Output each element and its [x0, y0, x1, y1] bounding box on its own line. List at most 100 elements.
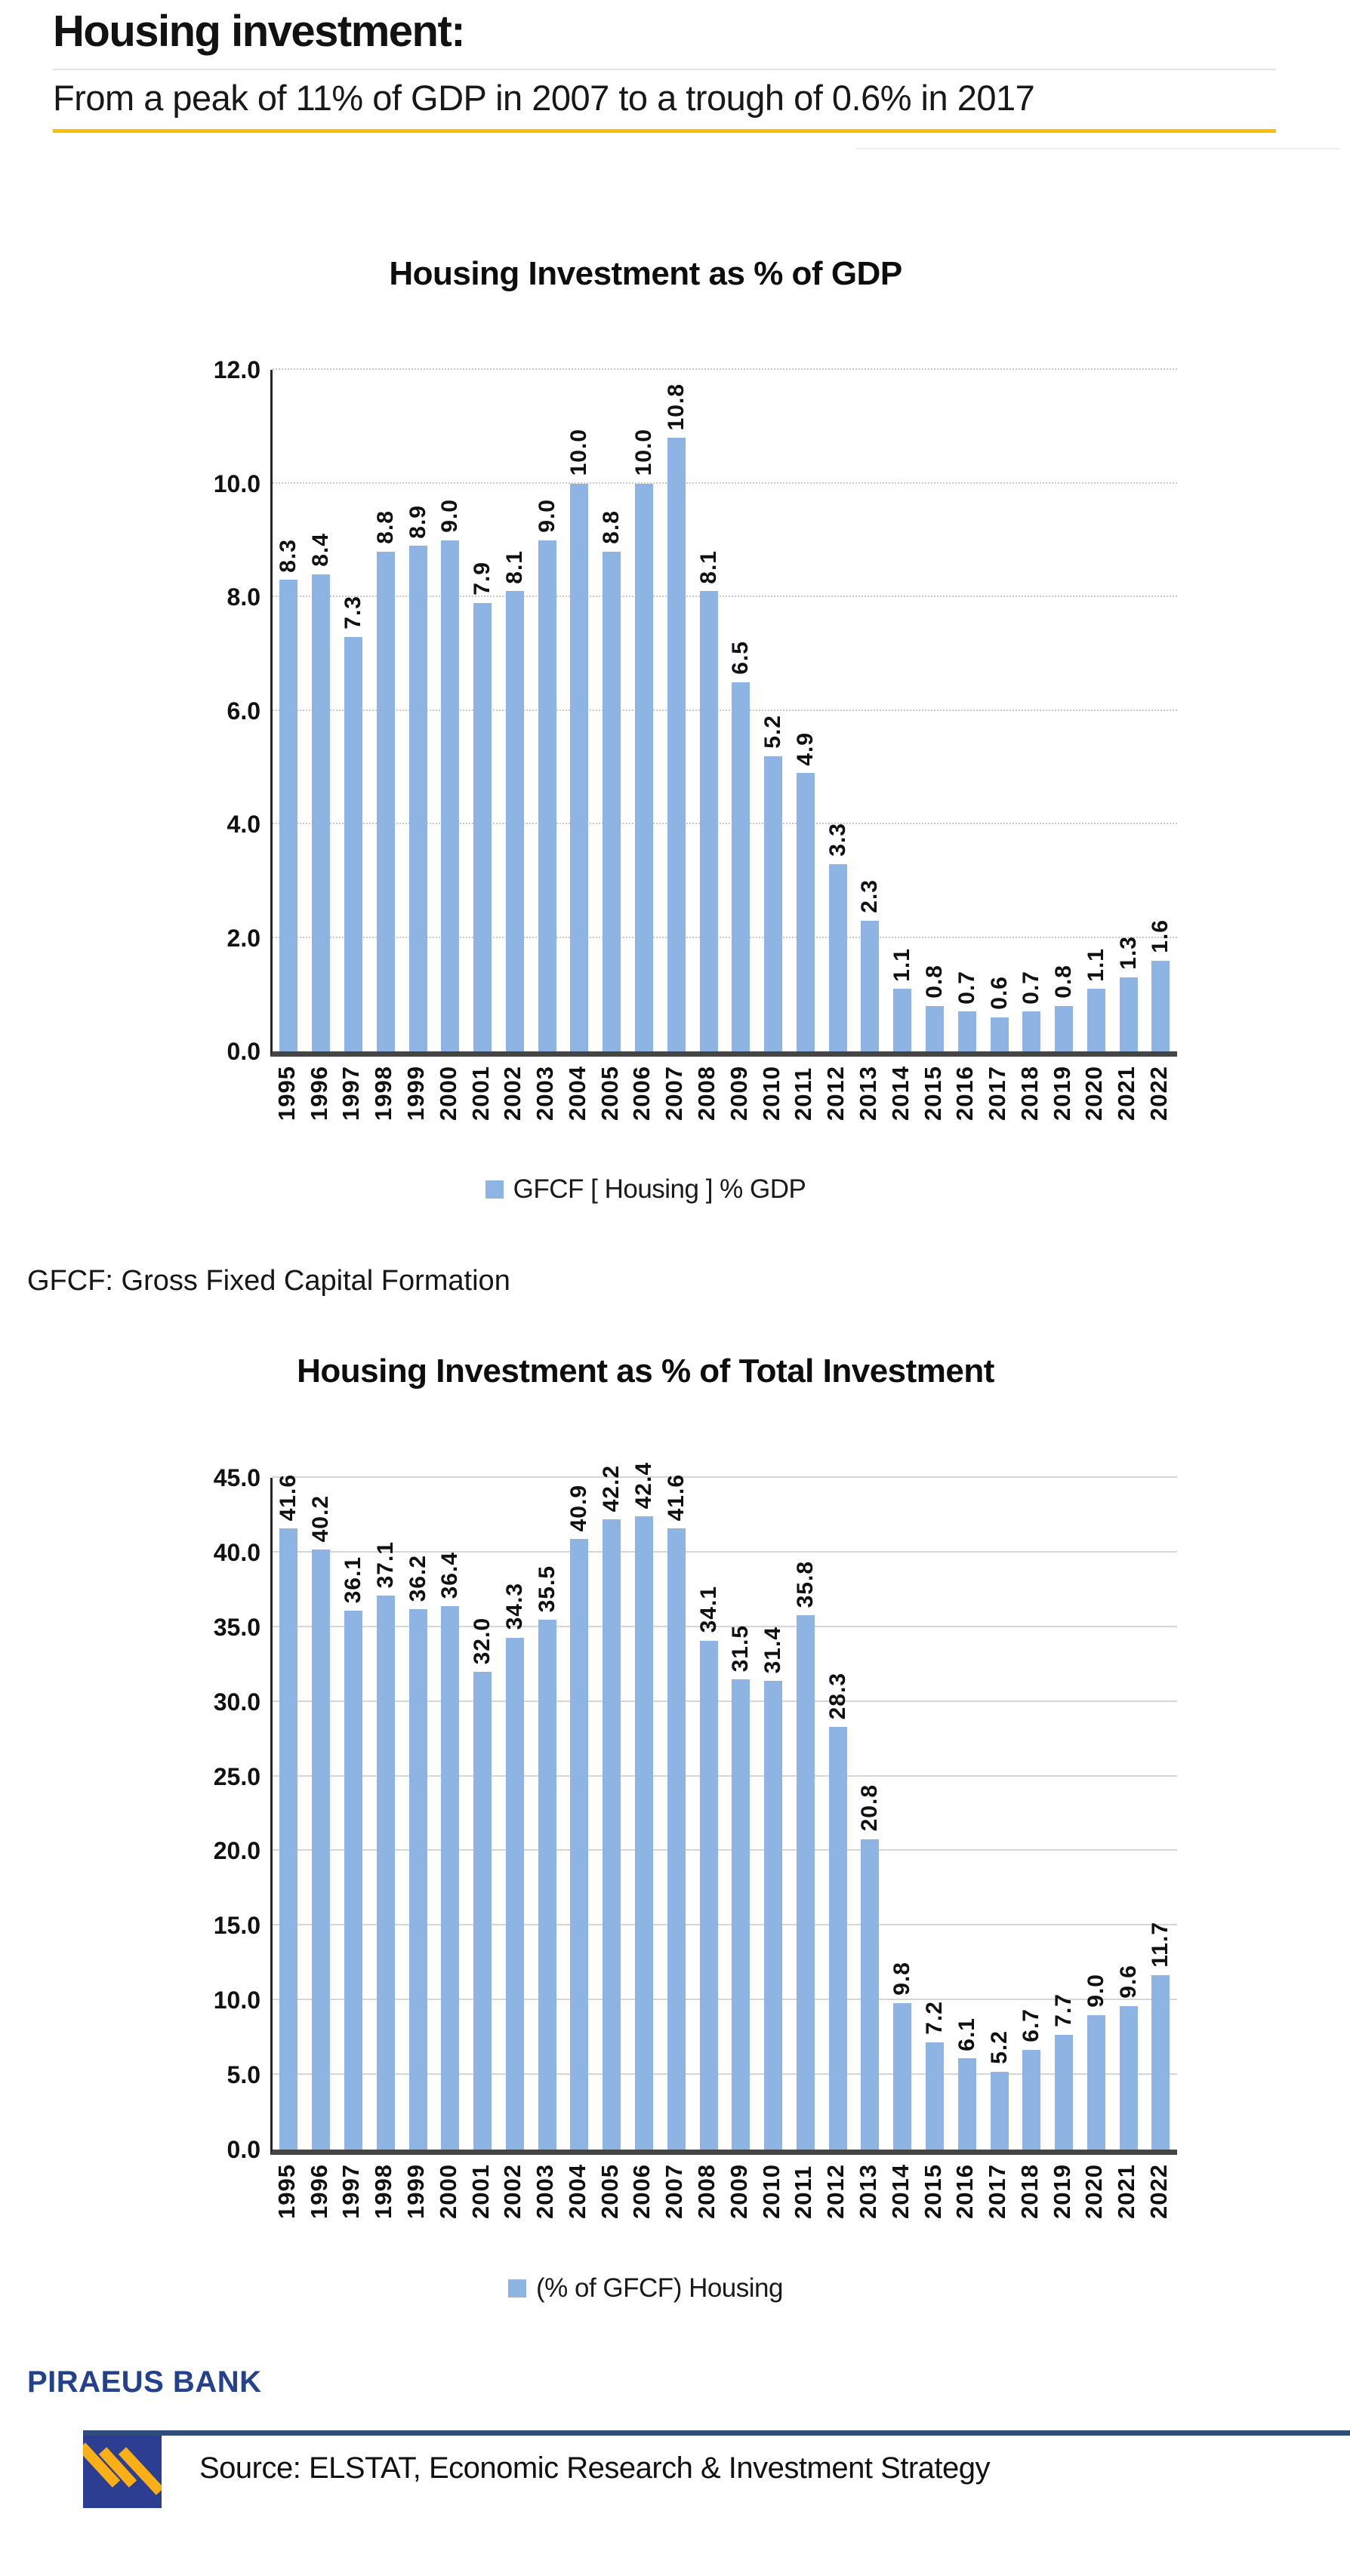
bar-value-label-wrap: 41.6 — [273, 1474, 305, 1521]
x-axis-label: 2018 — [1016, 1066, 1043, 1121]
bar-2009 — [732, 1679, 751, 2150]
bar-value-label-wrap: 28.3 — [821, 1673, 854, 1719]
x-axis-label: 2020 — [1080, 2164, 1108, 2219]
bar-2009 — [732, 682, 751, 1051]
bar-value-label-wrap: 0.8 — [1048, 965, 1080, 999]
bar-value-label-wrap: 36.2 — [402, 1555, 434, 1602]
bar-value-label: 2.3 — [857, 879, 883, 913]
y-axis-tick-label: 0.0 — [227, 1038, 260, 1065]
x-axis-cell: 2013 — [852, 1066, 884, 1121]
x-axis-cell: 2013 — [852, 2164, 884, 2219]
bar-1997 — [344, 1611, 362, 2150]
bar-2001 — [473, 1672, 492, 2150]
bar-2019 — [1055, 1005, 1074, 1051]
bar-value-label-wrap: 9.0 — [1080, 1974, 1113, 2008]
bar-value-label: 1.6 — [1148, 919, 1173, 953]
footnote-gfcf: GFCF: Gross Fixed Capital Formation — [27, 1265, 510, 1297]
bar-column: 40.9 — [563, 1478, 596, 2150]
x-axis-cell: 2005 — [593, 2164, 626, 2219]
bar-value-label: 7.3 — [340, 595, 365, 629]
bar-value-label-wrap: 1.1 — [886, 948, 919, 982]
bar-1997 — [344, 636, 362, 1051]
x-axis-label: 1995 — [273, 1066, 300, 1121]
bar-value-label-wrap: 8.8 — [596, 510, 628, 544]
x-axis-cell: 1996 — [303, 1066, 335, 1121]
bar-value-label-wrap: 0.7 — [1016, 971, 1048, 1005]
bar-2018 — [1022, 2049, 1041, 2150]
y-axis-tick-label: 5.0 — [227, 2061, 260, 2089]
bar-value-label-wrap: 9.8 — [886, 1962, 919, 1996]
bar-value-label: 8.4 — [308, 533, 334, 567]
bar-column: 35.8 — [790, 1478, 822, 2150]
bar-value-label-wrap: 4.9 — [790, 732, 822, 766]
bar-value-label: 0.6 — [986, 976, 1012, 1010]
y-axis-tick-label: 4.0 — [227, 811, 260, 838]
bar-value-label-wrap: 7.2 — [919, 2001, 951, 2035]
bar-value-label: 9.8 — [889, 1962, 915, 1996]
x-axis-cell: 2021 — [1110, 1066, 1142, 1121]
bar-value-label: 0.7 — [954, 970, 979, 1005]
bar-2011 — [796, 773, 815, 1051]
bar-2021 — [1119, 2006, 1138, 2150]
bar-2002 — [505, 1637, 524, 2150]
gridline — [273, 1700, 1177, 1702]
x-axis-label: 2006 — [628, 2164, 655, 2219]
bar-value-label: 11.7 — [1148, 1921, 1173, 1968]
bar-value-label-wrap: 5.2 — [983, 2030, 1016, 2064]
bar-value-label-wrap: 35.8 — [790, 1561, 822, 1608]
bar-2014 — [893, 2003, 912, 2150]
bar-value-label-wrap: 10.8 — [660, 383, 692, 430]
x-axis-label: 2015 — [919, 2164, 946, 2219]
x-axis-label: 2006 — [628, 1066, 655, 1121]
bar-value-label: 7.9 — [470, 561, 495, 596]
bar-column: 0.7 — [951, 370, 983, 1051]
gridline — [273, 1924, 1177, 1926]
bar-column: 0.7 — [1016, 370, 1048, 1051]
x-axis-label: 2018 — [1016, 2164, 1043, 2219]
gridline — [273, 1550, 1177, 1553]
bar-2018 — [1022, 1011, 1041, 1051]
bar-column: 9.0 — [1080, 1478, 1113, 2150]
y-axis-tick-label: 8.0 — [227, 583, 260, 611]
bar-1998 — [376, 551, 395, 1051]
plot-area: 8.3 8.4 7.3 8.8 8.9 9.0 7.9 8.1 9.0 10.0 8.8 10.0 10… — [270, 368, 1177, 1057]
bar-value-label-wrap: 1.6 — [1145, 919, 1177, 953]
bar-column: 36.1 — [338, 1478, 370, 2150]
x-axis-cell: 2009 — [723, 2164, 755, 2219]
bar-value-label-wrap: 0.6 — [983, 976, 1016, 1010]
bar-value-label: 8.1 — [501, 549, 527, 584]
bar-column: 7.2 — [919, 1478, 951, 2150]
x-axis-cell: 2005 — [593, 1066, 626, 1121]
x-axis-label: 2015 — [919, 1066, 946, 1121]
x-axis-label: 1996 — [305, 2164, 332, 2219]
gridline — [273, 1999, 1177, 2001]
bar-value-label-wrap: 34.3 — [498, 1583, 531, 1630]
bar-column: 9.0 — [434, 370, 467, 1051]
bar-value-label: 0.8 — [1051, 965, 1077, 999]
x-axis-label: 1999 — [402, 2164, 430, 2219]
plot-area: 41.6 40.2 36.1 37.1 36.2 36.4 32.0 34.3 35.5 40.9… — [270, 1462, 1177, 2155]
x-axis-cell: 1997 — [335, 2164, 368, 2219]
bar-value-label: 1.1 — [1083, 947, 1108, 982]
x-axis: 1995 1996 1997 1998 1999 2000 2001 2002 2003 2004… — [270, 1066, 1175, 1121]
gridline — [273, 596, 1177, 597]
x-axis-label: 2005 — [596, 1066, 623, 1121]
x-axis-cell: 2017 — [981, 2164, 1013, 2219]
x-axis-cell: 2002 — [496, 1066, 529, 1121]
bar-column: 5.2 — [983, 1478, 1016, 2150]
y-axis-tick-label: 40.0 — [213, 1538, 260, 1566]
bar-1998 — [376, 1596, 395, 2150]
x-axis-cell: 2019 — [1046, 2164, 1078, 2219]
x-axis-cell: 2018 — [1013, 1066, 1046, 1121]
bar-value-label: 8.3 — [276, 538, 301, 573]
x-axis-label: 2010 — [757, 2164, 784, 2219]
bar-value-label: 4.9 — [792, 731, 818, 766]
x-axis-cell: 2015 — [917, 1066, 949, 1121]
bar-value-label-wrap: 5.2 — [757, 715, 790, 749]
x-axis-label: 2003 — [532, 2164, 559, 2219]
bar-value-label: 10.0 — [630, 429, 656, 476]
bar-2010 — [764, 756, 783, 1051]
x-axis-label: 1998 — [370, 2164, 397, 2219]
x-axis-label: 2013 — [854, 2164, 881, 2219]
bar-2007 — [667, 438, 686, 1051]
